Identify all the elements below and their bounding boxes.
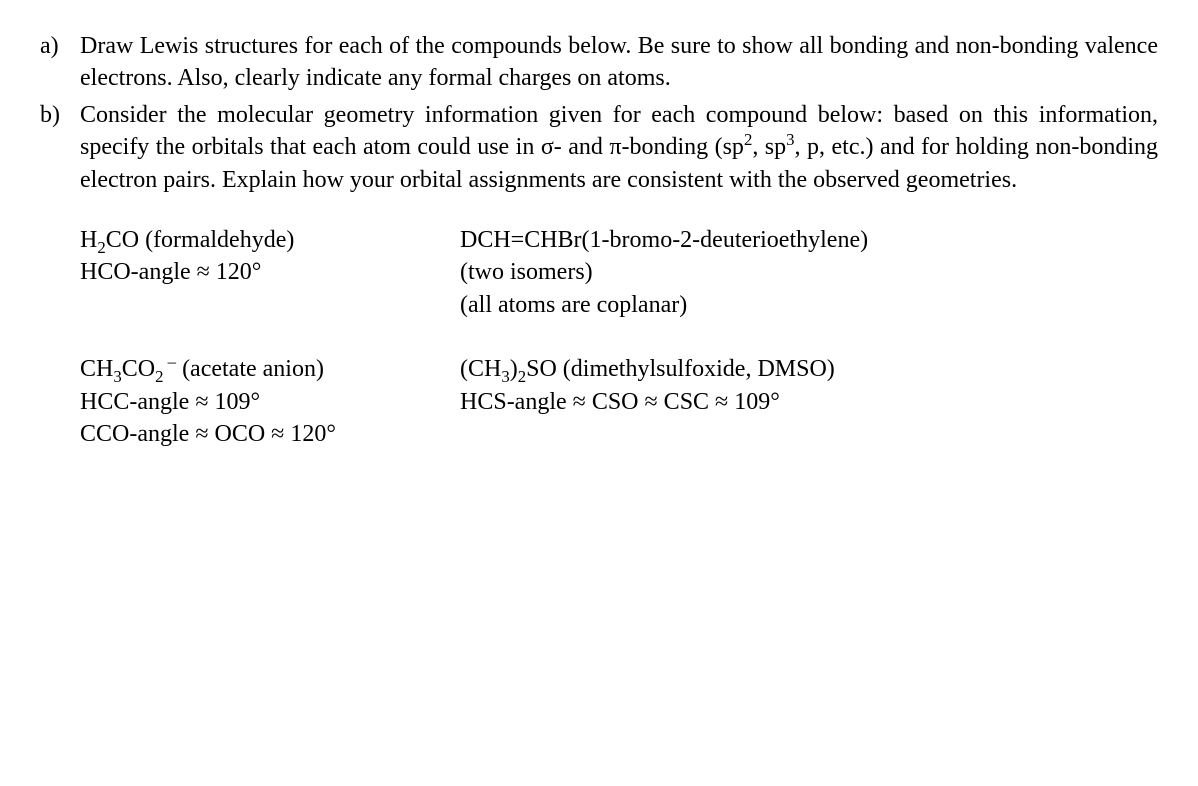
compound-formaldehyde: H2CO (formaldehyde) HCO-angle ≈ 120° bbox=[80, 224, 460, 321]
formaldehyde-co: CO (formaldehyde) bbox=[106, 227, 295, 253]
bromodeuterio-coplanar: (all atoms are coplanar) bbox=[460, 289, 1158, 321]
compound-dmso: (CH3)2SO (dimethylsulfoxide, DMSO) HCS-a… bbox=[460, 353, 1158, 450]
question-b: b) Consider the molecular geometry infor… bbox=[40, 99, 1158, 196]
sp3-superscript: 3 bbox=[786, 130, 794, 149]
compound-row-1: H2CO (formaldehyde) HCO-angle ≈ 120° DCH… bbox=[80, 224, 1158, 321]
q-b-text-between: , sp bbox=[752, 134, 786, 160]
bromodeuterio-isomers: (two isomers) bbox=[460, 256, 1158, 288]
bromodeuterio-formula: DCH=CHBr(1-bromo-2-deuterioethylene) bbox=[460, 224, 1158, 256]
formaldehyde-sub2: 2 bbox=[97, 238, 105, 257]
compound-bromodeuterio: DCH=CHBr(1-bromo-2-deuterioethylene) (tw… bbox=[460, 224, 1158, 321]
acetate-ch: CH bbox=[80, 356, 113, 382]
dmso-hcs-angle: HCS-angle ≈ CSO ≈ CSC ≈ 109° bbox=[460, 386, 1158, 418]
formaldehyde-angle: HCO-angle ≈ 120° bbox=[80, 256, 460, 288]
dmso-sub2: 2 bbox=[518, 367, 526, 386]
compound-acetate: CH3CO2 – (acetate anion) HCC-angle ≈ 109… bbox=[80, 353, 460, 450]
question-a-marker: a) bbox=[40, 30, 80, 62]
dmso-label: SO (dimethylsulfoxide, DMSO) bbox=[526, 356, 835, 382]
acetate-cco-angle: CCO-angle ≈ OCO ≈ 120° bbox=[80, 418, 460, 450]
dmso-paren: ) bbox=[510, 356, 518, 382]
acetate-label: (acetate anion) bbox=[176, 356, 324, 382]
question-b-marker: b) bbox=[40, 99, 80, 131]
dmso-sub3: 3 bbox=[501, 367, 509, 386]
acetate-hcc-angle: HCC-angle ≈ 109° bbox=[80, 386, 460, 418]
question-b-text: Consider the molecular geometry informat… bbox=[80, 99, 1158, 196]
dmso-ch: (CH bbox=[460, 356, 501, 382]
acetate-formula: CH3CO2 – (acetate anion) bbox=[80, 353, 460, 385]
formaldehyde-h: H bbox=[80, 227, 97, 253]
question-a: a) Draw Lewis structures for each of the… bbox=[40, 30, 1158, 95]
compounds-section: H2CO (formaldehyde) HCO-angle ≈ 120° DCH… bbox=[80, 224, 1158, 450]
question-a-text: Draw Lewis structures for each of the co… bbox=[80, 30, 1158, 95]
dmso-formula: (CH3)2SO (dimethylsulfoxide, DMSO) bbox=[460, 353, 1158, 385]
formaldehyde-formula: H2CO (formaldehyde) bbox=[80, 224, 460, 256]
compound-row-2: CH3CO2 – (acetate anion) HCC-angle ≈ 109… bbox=[80, 353, 1158, 450]
acetate-minus: – bbox=[163, 352, 176, 371]
acetate-sub3: 3 bbox=[113, 367, 121, 386]
acetate-co: CO bbox=[122, 356, 155, 382]
